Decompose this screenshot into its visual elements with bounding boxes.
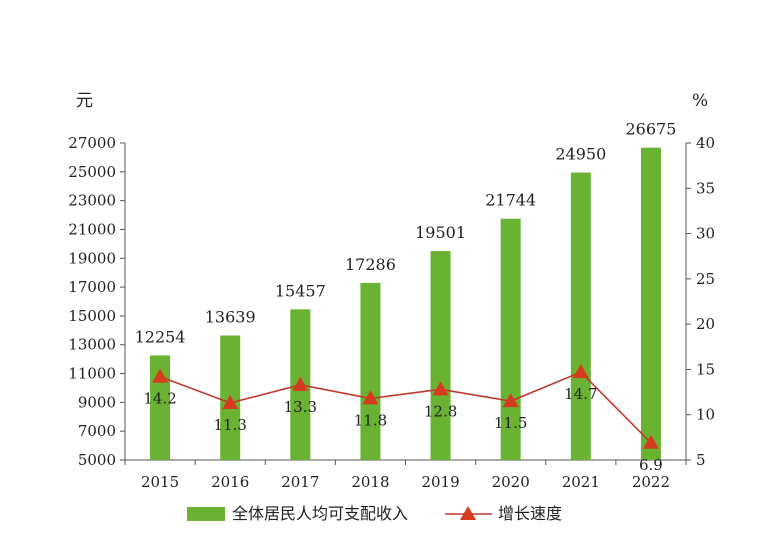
left-tick-label: 15000 <box>68 307 116 325</box>
growth-value-label: 11.3 <box>213 416 246 434</box>
bar-value-label: 24950 <box>555 145 606 164</box>
bar-value-label: 15457 <box>275 281 326 300</box>
left-tick-label: 11000 <box>68 365 116 383</box>
bar-value-label: 12254 <box>135 327 186 346</box>
left-tick-label: 27000 <box>68 134 116 152</box>
legend-bar-swatch <box>187 507 225 521</box>
right-axis-unit: % <box>692 91 708 111</box>
right-tick-label: 30 <box>696 225 715 243</box>
right-tick-label: 5 <box>696 451 706 469</box>
x-tick-label: 2015 <box>141 473 179 491</box>
bar-2021 <box>570 172 591 460</box>
growth-marker <box>432 381 449 396</box>
x-tick-label: 2021 <box>562 473 600 491</box>
bar-2019 <box>430 251 451 460</box>
bar-value-label: 17286 <box>345 255 396 274</box>
bar-value-label: 26675 <box>625 120 676 139</box>
left-tick-label: 7000 <box>78 422 116 440</box>
right-tick-label: 20 <box>696 315 715 333</box>
left-tick-label: 5000 <box>78 451 116 469</box>
right-tick-label: 25 <box>696 270 715 288</box>
growth-value-label: 14.2 <box>143 390 176 408</box>
x-tick-label: 2019 <box>421 473 459 491</box>
left-tick-label: 9000 <box>78 393 116 411</box>
growth-value-label: 12.8 <box>424 402 457 420</box>
bar-2022 <box>640 147 661 460</box>
data-labels: 12254 13639 15457 17286 19501 21744 24950 26675… <box>135 120 677 474</box>
bar-value-label: 19501 <box>415 223 466 242</box>
growth-marker <box>572 364 589 379</box>
growth-marker <box>502 393 519 408</box>
growth-line <box>159 371 652 444</box>
growth-marker <box>292 376 309 391</box>
legend: 全体居民人均可支配收入 增长速度 <box>187 504 562 523</box>
x-tick-label: 2016 <box>211 473 249 491</box>
legend-bar-label: 全体居民人均可支配收入 <box>232 504 408 523</box>
growth-value-label: 11.5 <box>494 414 527 432</box>
growth-marker <box>152 368 169 383</box>
right-tick-label: 35 <box>696 179 715 197</box>
growth-value-label: 13.3 <box>284 398 317 416</box>
x-tick-label: 2022 <box>632 473 670 491</box>
left-tick-label: 25000 <box>68 163 116 181</box>
left-tick-label: 13000 <box>68 336 116 354</box>
left-tick-label: 23000 <box>68 192 116 210</box>
growth-line-series <box>152 364 659 449</box>
left-axis-unit: 元 <box>76 91 93 111</box>
right-tick-label: 15 <box>696 360 715 378</box>
x-tick-label: 2017 <box>281 473 319 491</box>
right-tick-label: 10 <box>696 406 715 424</box>
right-tick-label: 40 <box>696 134 715 152</box>
bar-2018 <box>360 282 381 460</box>
left-tick-label: 21000 <box>68 220 116 238</box>
growth-value-label: 14.7 <box>564 385 597 403</box>
axes: 5000 7000 9000 11000 13000 15000 17000 19000 210… <box>68 134 715 491</box>
legend-triangle-marker <box>460 506 476 520</box>
x-tick-label: 2018 <box>351 473 389 491</box>
growth-value-label: 6.9 <box>639 456 663 474</box>
growth-marker <box>642 434 659 449</box>
bar-series <box>150 147 661 460</box>
growth-value-label: 11.8 <box>354 411 387 429</box>
legend-line-label: 增长速度 <box>498 504 562 523</box>
bar-value-label: 21744 <box>485 191 536 210</box>
x-tick-label: 2020 <box>492 473 530 491</box>
growth-marker <box>222 394 239 409</box>
left-tick-label: 17000 <box>68 278 116 296</box>
left-tick-label: 19000 <box>68 249 116 267</box>
growth-marker <box>362 390 379 405</box>
bar-value-label: 13639 <box>205 308 256 327</box>
